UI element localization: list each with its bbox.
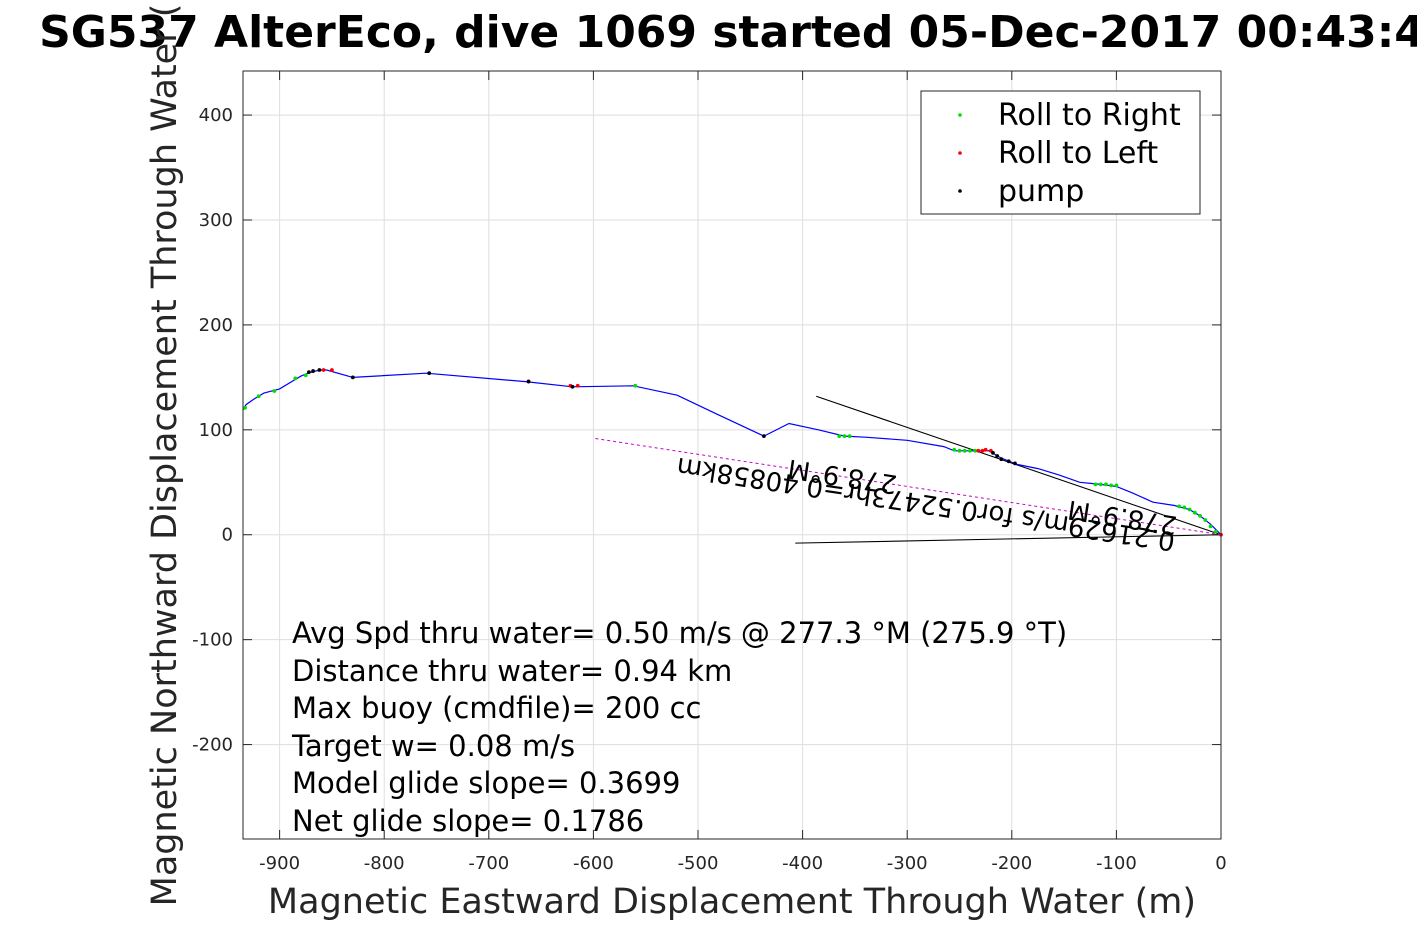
roll-to-right-marker [842,434,847,439]
roll-to-left-marker [330,368,334,372]
roll-to-left-marker [980,448,985,453]
roll-to-right-marker [973,448,978,453]
roll-to-right-marker [1104,482,1108,487]
roll-to-right-marker [1177,504,1182,509]
heading-line [816,395,1222,536]
pump-marker [762,434,766,439]
pump-marker [995,454,1000,458]
pump-marker [570,384,575,389]
roll-to-right-marker [633,383,638,388]
x-tick-label: -700 [468,853,509,874]
y-tick-label: 200 [199,315,233,336]
stat-max-buoy: Max buoy (cmdfile)= 200 cc [292,691,701,725]
roll-to-right-marker [303,373,308,378]
x-tick-label: -300 [887,853,928,874]
legend-marker-pump [958,189,962,193]
pump-marker [1013,461,1017,466]
stat-distance: Distance thru water= 0.94 km [292,654,732,688]
roll-to-left-marker [983,447,988,452]
roll-to-right-marker [847,434,852,439]
roll-to-right-marker [1114,483,1119,488]
legend-box [920,90,1201,215]
roll-to-right-marker [1098,482,1103,487]
pump-marker [991,451,995,455]
pump-marker [526,379,531,384]
roll-to-right-marker [957,448,962,453]
legend-marker-roll-right [958,113,962,117]
x-tick-label: -400 [782,853,823,874]
x-tick-label: -900 [259,853,300,874]
pump-marker [350,375,355,380]
legend-label-roll-right: Roll to Right [998,98,1181,133]
stat-avg-speed: Avg Spd thru water= 0.50 m/s @ 277.3 °M … [292,616,1067,650]
pump-marker [306,370,311,375]
roll-to-right-marker [1192,510,1197,515]
roll-to-right-marker [1213,529,1218,534]
pump-marker [999,457,1004,462]
x-axis-label: Magnetic Eastward Displacement Through W… [268,882,1196,922]
stat-target-w: Target w= 0.08 m/s [291,729,575,763]
track-markers [243,368,1223,537]
roll-to-right-marker [272,389,277,393]
pump-marker [311,369,315,373]
roll-to-right-marker [1208,524,1213,529]
glide-line [593,437,1222,536]
heading-lines [593,395,1222,544]
roll-to-right-marker [1182,505,1187,510]
roll-to-right-marker [837,434,842,439]
roll-to-right-marker [293,376,298,381]
roll-to-right-marker [1109,483,1114,488]
pump-marker [317,368,322,372]
axes-frame [242,70,1222,840]
heading-line [795,534,1222,544]
roll-to-right-marker [256,394,261,399]
roll-to-right-marker [1187,507,1192,512]
roll-to-left-marker [321,368,326,372]
x-tick-label: -500 [678,853,719,874]
y-axis-label: Magnetic Northward Displacement Through … [145,4,185,907]
roll-to-right-marker [968,448,972,453]
stat-net-glide: Net glide slope= 0.1786 [292,804,644,838]
roll-to-right-marker [243,405,247,410]
y-tick-label: 400 [199,105,233,126]
legend-label-pump: pump [998,174,1084,209]
legend-label-roll-left: Roll to Left [998,136,1158,171]
pump-marker [427,371,432,376]
y-tick-label: 100 [199,420,233,441]
y-tick-label: -200 [192,735,233,756]
roll-to-left-marker [976,448,981,453]
roll-to-right-marker [1203,518,1208,522]
chart-title: SG537 AlterEco, dive 1069 started 05-Dec… [39,7,1417,58]
x-tick-label: 0 [1215,853,1226,874]
stat-model-glide: Model glide slope= 0.3699 [292,766,680,800]
roll-to-right-marker [962,448,967,453]
legend: Roll to Right Roll to Left pump [920,90,1201,215]
roll-to-right-marker [952,447,957,452]
x-tick-label: -200 [991,853,1032,874]
y-tick-labels: -200 -100 0 100 200 300 400 [192,105,233,756]
y-tick-label: 300 [199,210,233,231]
pump-marker [1006,459,1011,464]
roll-to-right-marker [1198,513,1202,518]
x-tick-label: -800 [364,853,405,874]
y-tick-label: 0 [222,525,233,546]
x-tick-label: -600 [573,853,614,874]
roll-to-right-marker [1093,482,1098,487]
roll-to-left-marker [575,383,580,388]
stats-block: Avg Spd thru water= 0.50 m/s @ 277.3 °M … [291,616,1067,838]
legend-marker-roll-left [958,151,962,155]
x-tick-labels: -900 -800 -700 -600 -500 -400 -300 -200 -100 0 [259,853,1227,874]
y-tick-label: -100 [192,630,233,651]
x-tick-label: -100 [1096,853,1137,874]
